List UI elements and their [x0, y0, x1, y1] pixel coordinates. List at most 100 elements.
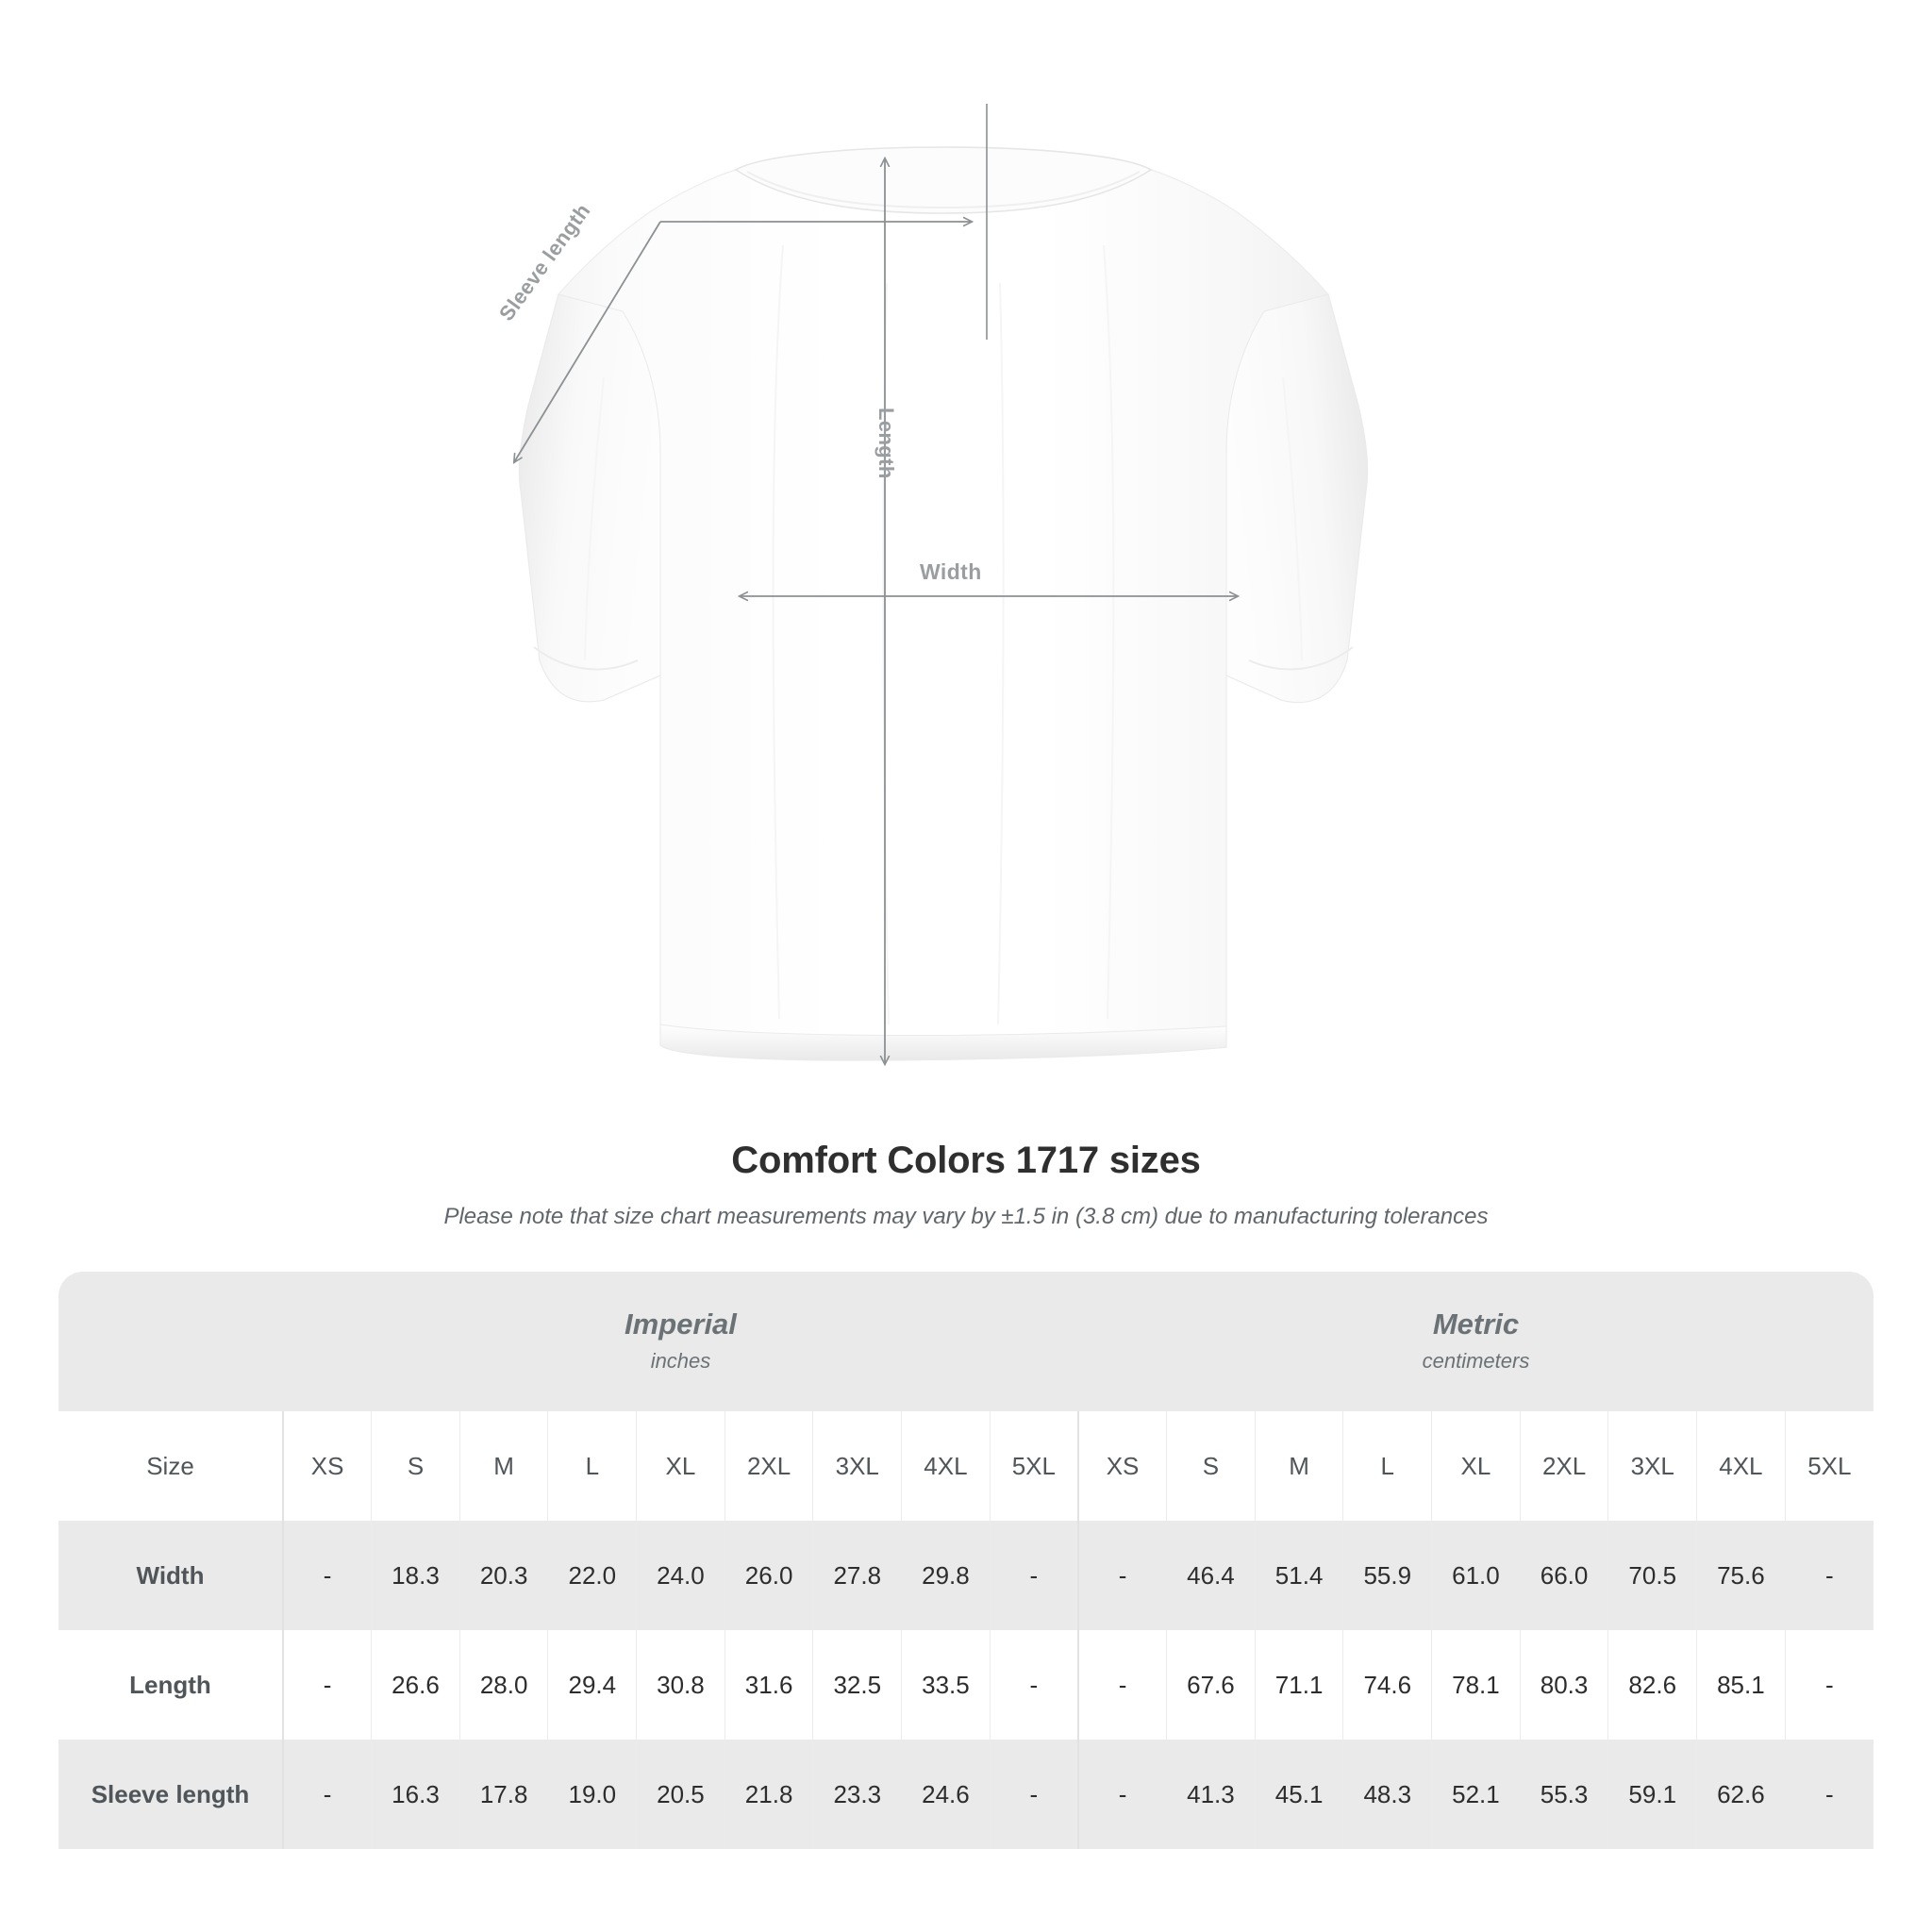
cell-length-metric-4xl: 85.1 [1696, 1630, 1786, 1740]
size-header-cell-imperial-2xl: 2XL [724, 1411, 814, 1521]
collar-inner-line [746, 171, 1141, 209]
cell-length-metric-l: 74.6 [1342, 1630, 1433, 1740]
cell-length-metric-xl: 78.1 [1431, 1630, 1521, 1740]
right-sleeve-hem [1248, 646, 1354, 671]
cell-sleeve-length-imperial-2xl: 21.8 [724, 1740, 814, 1849]
cell-sleeve-length-metric-2xl: 55.3 [1520, 1740, 1609, 1849]
size-chart-table-wrapper: Imperial inches Metric centimeters Size XS S M L… [58, 1272, 1874, 1849]
cell-length-imperial-5xl: - [990, 1630, 1079, 1740]
row-label-sleeve-length: Sleeve length [58, 1740, 284, 1849]
unit-spacer-cell [58, 1272, 283, 1411]
page-title: Comfort Colors 1717 sizes [731, 1140, 1201, 1181]
cell-sleeve-length-imperial-4xl: 24.6 [901, 1740, 991, 1849]
tshirt-graphic [0, 104, 1369, 1113]
size-header-cell-metric-5xl: 5XL [1785, 1411, 1874, 1521]
cell-sleeve-length-metric-5xl: - [1785, 1740, 1874, 1849]
cell-width-metric-l: 55.9 [1342, 1521, 1433, 1630]
size-header-cell-metric-3xl: 3XL [1607, 1411, 1698, 1521]
left-sleeve-hem [533, 646, 639, 671]
unit-name: Imperial [625, 1307, 737, 1341]
page-subtitle: Please note that size chart measurements… [443, 1204, 1489, 1229]
cell-sleeve-length-imperial-xs: - [283, 1740, 373, 1849]
cell-sleeve-length-metric-m: 45.1 [1255, 1740, 1344, 1849]
size-header-label: Size [58, 1411, 284, 1521]
cell-length-metric-2xl: 80.3 [1520, 1630, 1609, 1740]
size-header-row: Size XS S M L XL 2XL 3XL 4XL 5XL XS S M L XL 2XL 3XL 4XL 5… [58, 1411, 1874, 1521]
cell-width-imperial-s: 18.3 [371, 1521, 460, 1630]
size-header-cell-metric-2xl: 2XL [1520, 1411, 1609, 1521]
cell-sleeve-length-imperial-l: 19.0 [547, 1740, 638, 1849]
cell-sleeve-length-metric-3xl: 59.1 [1607, 1740, 1698, 1849]
cell-length-imperial-m: 28.0 [459, 1630, 549, 1740]
size-header-cell-imperial-s: S [371, 1411, 460, 1521]
width-label: Width [920, 559, 982, 584]
shirt-bottom-hem [659, 1024, 1227, 1061]
size-header-cell-imperial-l: L [547, 1411, 638, 1521]
cell-length-imperial-3xl: 32.5 [812, 1630, 903, 1740]
unit-header-imperial: Imperial inches [283, 1272, 1078, 1411]
cell-width-imperial-xs: - [283, 1521, 373, 1630]
cell-sleeve-length-imperial-xl: 20.5 [636, 1740, 725, 1849]
unit-header-metric: Metric centimeters [1077, 1272, 1874, 1411]
cell-length-imperial-2xl: 31.6 [724, 1630, 814, 1740]
cell-width-metric-3xl: 70.5 [1607, 1521, 1698, 1630]
cell-width-imperial-3xl: 27.8 [812, 1521, 903, 1630]
cell-length-imperial-4xl: 33.5 [901, 1630, 991, 1740]
unit-name: Metric [1432, 1307, 1520, 1341]
size-header-cell-metric-4xl: 4XL [1696, 1411, 1786, 1521]
size-header-cell-imperial-3xl: 3XL [812, 1411, 903, 1521]
cell-length-metric-3xl: 82.6 [1607, 1630, 1698, 1740]
table-row: Sleeve length -16.3 17.8 19.0 20.5 21.8 23.3 24… [58, 1740, 1874, 1849]
cell-length-metric-5xl: - [1785, 1630, 1874, 1740]
cell-length-imperial-s: 26.6 [371, 1630, 460, 1740]
size-header-cell-metric-l: L [1342, 1411, 1433, 1521]
shirt-right-sleeve [1225, 293, 1369, 704]
cell-sleeve-length-metric-xs: - [1077, 1740, 1168, 1849]
cell-width-imperial-2xl: 26.0 [724, 1521, 814, 1630]
cell-sleeve-length-metric-l: 48.3 [1342, 1740, 1433, 1849]
tshirt-illustration: Sleeve length Length Width [0, 104, 1369, 1113]
size-header-cell-metric-xl: XL [1431, 1411, 1521, 1521]
row-label-width: Width [58, 1521, 284, 1630]
unit-sub: inches [650, 1348, 711, 1373]
cell-length-imperial-xs: - [283, 1630, 373, 1740]
table-row: Width -18.3 20.3 22.0 24.0 26.0 27.8 29.8- -46.4… [58, 1521, 1874, 1630]
cell-sleeve-length-metric-s: 41.3 [1166, 1740, 1256, 1849]
size-header-cell-imperial-m: M [459, 1411, 549, 1521]
cell-width-metric-xl: 61.0 [1431, 1521, 1521, 1630]
cell-sleeve-length-metric-xl: 52.1 [1431, 1740, 1521, 1849]
cell-sleeve-length-imperial-s: 16.3 [371, 1740, 460, 1849]
cell-length-metric-m: 71.1 [1255, 1630, 1344, 1740]
size-header-cell-imperial-xl: XL [636, 1411, 725, 1521]
size-header-cell-imperial-xs: XS [283, 1411, 373, 1521]
cell-width-imperial-4xl: 29.8 [901, 1521, 991, 1630]
cell-width-metric-m: 51.4 [1255, 1521, 1344, 1630]
cell-width-metric-5xl: - [1785, 1521, 1874, 1630]
sleeve-arrow-line [514, 221, 661, 462]
cell-sleeve-length-imperial-3xl: 23.3 [812, 1740, 903, 1849]
size-header-cell-metric-xs: XS [1077, 1411, 1168, 1521]
sleeve-length-dimension [514, 104, 988, 462]
size-header-cell-metric-s: S [1166, 1411, 1256, 1521]
length-label: Length [874, 408, 898, 479]
cell-width-metric-4xl: 75.6 [1696, 1521, 1786, 1630]
cell-width-metric-2xl: 66.0 [1520, 1521, 1609, 1630]
cell-width-imperial-xl: 24.0 [636, 1521, 725, 1630]
shirt-left-sleeve [518, 293, 661, 703]
cell-width-imperial-l: 22.0 [547, 1521, 638, 1630]
cell-length-imperial-l: 29.4 [547, 1630, 638, 1740]
size-header-cell-metric-m: M [1255, 1411, 1344, 1521]
size-chart-table: Imperial inches Metric centimeters Size XS S M L… [58, 1272, 1874, 1849]
cell-width-metric-xs: - [1077, 1521, 1168, 1630]
row-label-length: Length [58, 1630, 284, 1740]
cell-width-imperial-m: 20.3 [459, 1521, 549, 1630]
table-row: Length -26.6 28.0 29.4 30.8 31.6 32.5 33.5- -67.… [58, 1630, 1874, 1740]
cell-length-metric-s: 67.6 [1166, 1630, 1256, 1740]
cell-length-imperial-xl: 30.8 [636, 1630, 725, 1740]
cell-sleeve-length-imperial-m: 17.8 [459, 1740, 549, 1849]
cell-width-metric-s: 46.4 [1166, 1521, 1256, 1630]
unit-header-row: Imperial inches Metric centimeters [58, 1272, 1874, 1411]
cell-sleeve-length-imperial-5xl: - [990, 1740, 1079, 1849]
size-header-cell-imperial-5xl: 5XL [990, 1411, 1079, 1521]
cell-length-metric-xs: - [1077, 1630, 1168, 1740]
